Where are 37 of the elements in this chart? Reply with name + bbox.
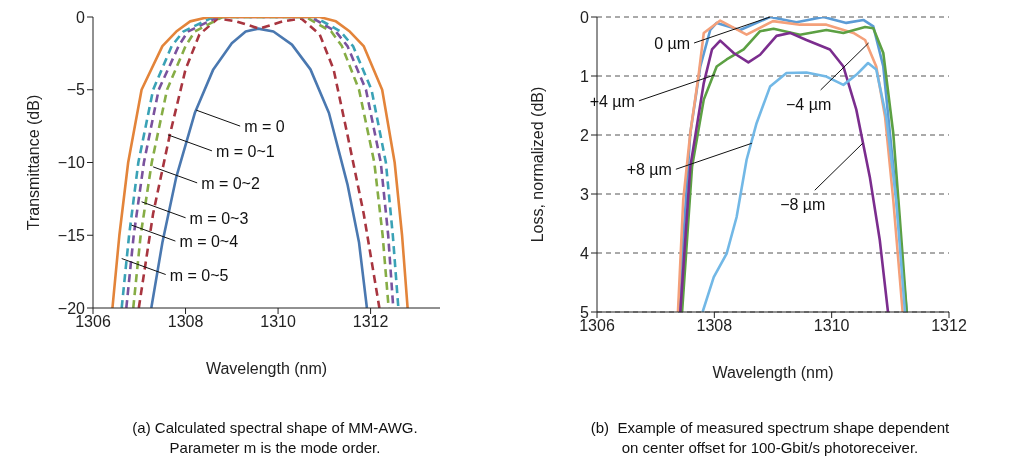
annotation: +8 µm <box>626 161 672 179</box>
annotation: −4 µm <box>786 95 832 113</box>
x-tick-label: 1306 <box>579 317 615 335</box>
annotation: +4 µm <box>589 92 635 110</box>
annotation: m = 0 <box>244 118 285 136</box>
annotation: m = 0~1 <box>215 142 275 160</box>
x-axis-title: Wavelength (nm) <box>712 364 834 381</box>
y-tick-label: −10 <box>57 154 86 172</box>
text: (b) Example of measured spectrum shape dependent <box>589 418 951 438</box>
x-tick-label: 1306 <box>75 313 111 331</box>
annotation: m = 0~2 <box>201 174 260 192</box>
y-tick-label: 1 <box>580 67 590 85</box>
y-tick-label: −5 <box>66 81 86 99</box>
text: (a) Calculated spectral shape of MM-AWG. <box>131 418 419 438</box>
text: on center offset for 100-Gbit/s photoreceiver. <box>620 438 920 458</box>
y-tick-label: 2 <box>580 126 590 144</box>
annotation: 0 µm <box>654 35 691 52</box>
x-tick-label: 1310 <box>260 313 296 331</box>
y-tick-label: 0 <box>76 8 86 26</box>
x-axis-title: Wavelength (nm) <box>205 360 328 377</box>
annotation: m = 0~4 <box>179 233 239 251</box>
y-axis-title: Transmittance (dB) <box>24 94 42 231</box>
x-tick-label: 1310 <box>813 317 850 335</box>
annotation: m = 0~5 <box>169 266 229 284</box>
y-tick-label: 3 <box>580 185 590 203</box>
x-tick-label: 1308 <box>167 313 204 331</box>
y-tick-label: 0 <box>580 8 590 26</box>
x-tick-label: 1312 <box>352 313 389 331</box>
annotation: m = 0~3 <box>189 209 249 227</box>
text: Parameter m is the mode order. <box>168 438 382 458</box>
annotation: −8 µm <box>780 196 826 214</box>
y-tick-label: 4 <box>580 244 590 262</box>
y-tick-label: −15 <box>57 226 86 244</box>
x-tick-label: 1312 <box>931 317 967 335</box>
x-tick-label: 1308 <box>696 317 733 335</box>
y-axis-title: Loss, normalized (dB) <box>528 86 546 243</box>
line-series <box>701 61 907 312</box>
